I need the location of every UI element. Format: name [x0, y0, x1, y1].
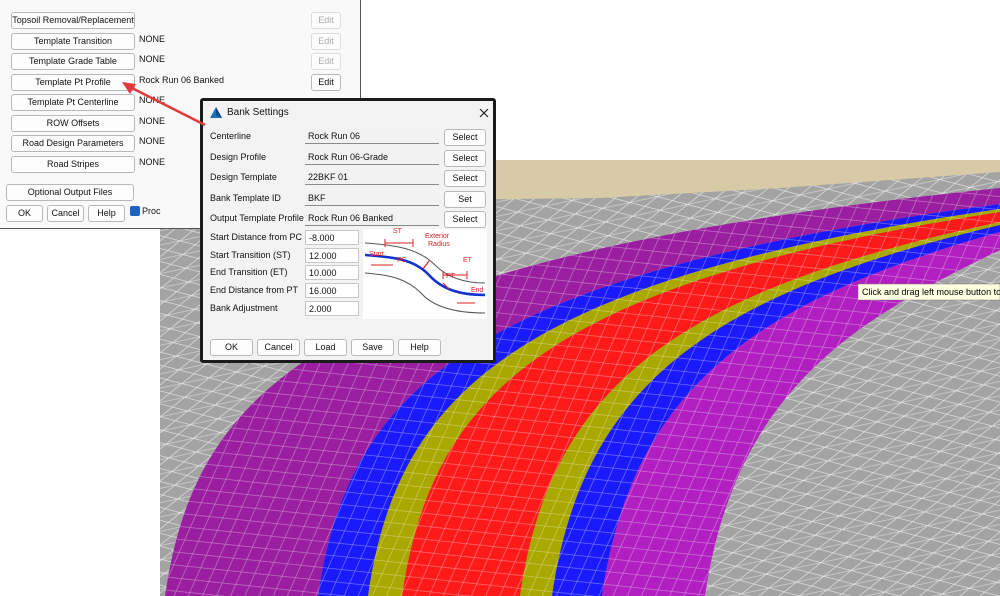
- close-button[interactable]: [479, 108, 489, 118]
- number-input[interactable]: 16.000: [305, 283, 359, 299]
- row-value: NONE: [139, 33, 166, 44]
- select-button[interactable]: Select: [444, 149, 486, 167]
- edit-button: Edit: [311, 32, 341, 50]
- row-button[interactable]: Road Design Parameters: [11, 135, 135, 152]
- dialog-button[interactable]: Help: [398, 339, 441, 356]
- app-icon: [210, 107, 222, 118]
- road-band: [318, 204, 1000, 596]
- number-label: Start Transition (ST): [210, 249, 291, 260]
- row-value: Rock Run 06 Banked: [139, 74, 225, 85]
- number-label: Start Distance from PC: [210, 232, 303, 242]
- bank-diagram: [363, 229, 487, 319]
- dialog-button[interactable]: OK: [210, 339, 253, 356]
- number-label: End Transition (ET): [210, 267, 288, 278]
- select-button[interactable]: Set: [444, 190, 486, 208]
- diagram-label: Radius: [428, 241, 450, 248]
- field-label: Output Template Profile: [210, 213, 304, 223]
- diagram-label: Start: [369, 251, 384, 258]
- select-button[interactable]: Select: [444, 129, 486, 146]
- checkbox-label: Proc: [142, 206, 161, 216]
- field-value: BKF: [305, 190, 439, 206]
- row-value: NONE: [139, 156, 166, 167]
- field-value: Rock Run 06 Banked: [305, 211, 439, 226]
- row-button[interactable]: Template Pt Profile: [11, 73, 135, 91]
- diagram-label: PC: [397, 257, 407, 264]
- dialog-button[interactable]: Load: [304, 339, 347, 356]
- row-button[interactable]: Topsoil Removal/Replacement: [11, 12, 135, 29]
- number-input[interactable]: 12.000: [305, 247, 359, 263]
- diagram-label: ST: [393, 228, 402, 235]
- row-value: NONE: [139, 136, 166, 146]
- diagram-label: ET: [463, 257, 472, 264]
- road-band: [165, 188, 1000, 596]
- diagram-label: Exterior: [425, 233, 450, 240]
- road-band: [520, 222, 1000, 596]
- row-value: NONE: [139, 95, 166, 105]
- row-value: NONE: [139, 115, 166, 126]
- number-input[interactable]: 2.000: [305, 300, 359, 316]
- row-button[interactable]: Template Pt Centerline: [11, 94, 135, 111]
- row-button[interactable]: ROW Offsets: [11, 114, 135, 132]
- number-input[interactable]: 10.000: [305, 265, 359, 281]
- bank-settings-dialog: Bank Settings Centerline Rock Run 06 Selec…: [200, 98, 496, 363]
- field-value: Rock Run 06-Grade: [305, 149, 439, 165]
- optional-output-button[interactable]: Optional Output Files: [6, 184, 134, 201]
- field-label: Centerline: [210, 131, 252, 141]
- tooltip: Click and drag left mouse button to: [862, 287, 1000, 297]
- select-button[interactable]: Select: [444, 170, 486, 187]
- row-value: NONE: [139, 54, 166, 64]
- row-button[interactable]: Road Stripes: [11, 155, 135, 173]
- diagram-label: PT: [446, 273, 455, 280]
- footer-button[interactable]: Help: [88, 205, 125, 222]
- footer-button[interactable]: OK: [6, 205, 43, 222]
- row-button[interactable]: Template Grade Table: [11, 53, 135, 70]
- road-band: [602, 232, 1000, 596]
- diagram-label: End: [471, 287, 484, 294]
- field-label: Design Template: [210, 172, 277, 182]
- number-label: End Distance from PT: [210, 285, 299, 296]
- tooltip-box: [857, 283, 1000, 301]
- select-button[interactable]: Select: [444, 211, 486, 228]
- dialog-button[interactable]: Cancel: [257, 339, 300, 356]
- edit-button: Edit: [311, 53, 341, 70]
- row-button[interactable]: Template Transition: [11, 32, 135, 50]
- dialog-button[interactable]: Save: [351, 339, 394, 356]
- checkbox[interactable]: [130, 206, 140, 216]
- number-input[interactable]: -8.000: [305, 230, 359, 245]
- field-label: Design Profile: [210, 151, 267, 162]
- edit-button: Edit: [311, 12, 341, 29]
- field-value: 22BKF 01: [305, 170, 439, 185]
- footer-button[interactable]: Cancel: [47, 205, 84, 222]
- road-band: [552, 225, 1000, 596]
- dialog-title: Bank Settings: [227, 107, 289, 118]
- number-label: Bank Adjustment: [210, 302, 278, 313]
- road: [165, 188, 1000, 596]
- edit-button[interactable]: Edit: [311, 73, 341, 91]
- field-label: Bank Template ID: [210, 192, 281, 203]
- field-value: Rock Run 06: [305, 129, 439, 144]
- road-band: [402, 212, 1000, 596]
